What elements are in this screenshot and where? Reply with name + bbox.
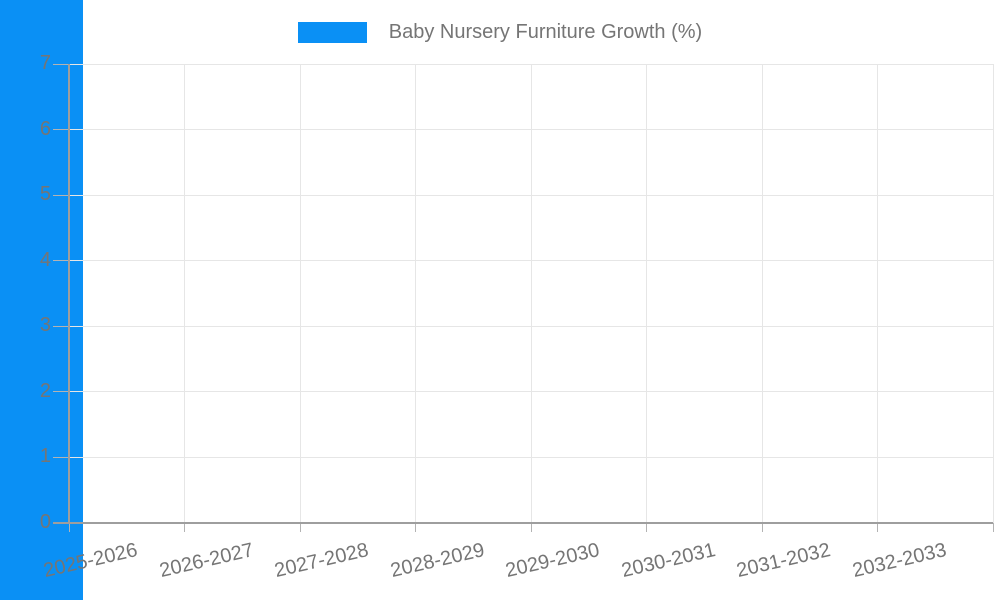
y-axis-tick — [53, 194, 69, 196]
x-axis-label: 2031-2032 — [734, 539, 833, 582]
y-axis-label: 4 — [39, 248, 51, 271]
bar-value-label: 6.5 — [805, 298, 834, 321]
bar-value-label: 6.5 — [228, 298, 257, 321]
x-axis-label: 2028-2029 — [388, 539, 487, 582]
y-axis-label: 5 — [39, 183, 51, 206]
gridline-v — [530, 64, 532, 523]
gridline-v — [877, 64, 878, 523]
x-axis-label: 2032-2033 — [850, 539, 949, 582]
y-axis-label: 6 — [39, 117, 51, 140]
y-axis-tick — [53, 391, 69, 393]
bar-value-label: 6.5 — [690, 298, 719, 321]
gridline-v — [415, 64, 416, 523]
y-axis-tick — [53, 63, 69, 65]
y-axis-label: 0 — [39, 511, 51, 534]
y-axis-tick — [53, 325, 69, 327]
gridline-v — [646, 64, 647, 523]
x-axis-tick — [761, 523, 763, 532]
x-axis-tick — [646, 523, 647, 532]
y-axis-label: 3 — [39, 314, 51, 337]
x-axis-tick — [877, 523, 878, 532]
legend: Baby Nursery Furniture Growth (%) — [0, 21, 1000, 44]
gridline-v — [992, 64, 994, 523]
y-axis-tick — [53, 456, 69, 458]
y-axis-label: 2 — [39, 379, 51, 402]
x-axis-label: 2027-2028 — [272, 539, 371, 582]
x-axis-tick — [299, 523, 301, 532]
y-axis-label: 7 — [39, 52, 51, 75]
x-axis-label: 2029-2030 — [503, 539, 602, 582]
x-axis-tick — [530, 523, 532, 532]
bar-value-label: 6.5 — [459, 298, 488, 321]
x-axis-tick — [184, 523, 185, 532]
y-axis-label: 1 — [39, 445, 51, 468]
y-axis-tick — [53, 260, 69, 262]
x-axis-label: 2026-2027 — [157, 539, 256, 582]
gridline-v — [184, 64, 185, 523]
y-axis-line — [68, 64, 70, 523]
x-axis-tick — [68, 523, 70, 532]
x-axis-tick — [415, 523, 416, 532]
gridline-v — [299, 64, 301, 523]
bar-value-label: 6.5 — [343, 298, 372, 321]
legend-label[interactable]: Baby Nursery Furniture Growth (%) — [388, 21, 703, 43]
x-axis-tick — [992, 523, 994, 532]
bar-value-label: 6.5 — [574, 298, 603, 321]
x-axis-line — [53, 522, 993, 524]
y-axis-tick — [53, 129, 69, 131]
gridline-v — [761, 64, 763, 523]
x-axis-label: 2030-2031 — [619, 539, 718, 582]
bar-value-label: 6.5 — [921, 298, 950, 321]
legend-swatch[interactable] — [297, 22, 367, 43]
bar-value-label: 6.5 — [112, 298, 141, 321]
